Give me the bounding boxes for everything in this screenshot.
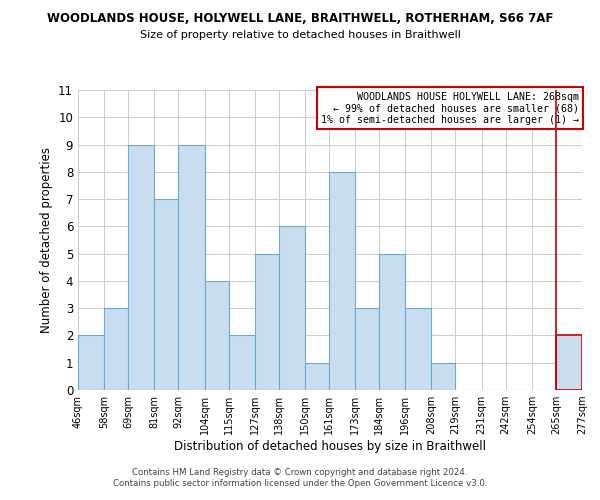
Text: WOODLANDS HOUSE, HOLYWELL LANE, BRAITHWELL, ROTHERHAM, S66 7AF: WOODLANDS HOUSE, HOLYWELL LANE, BRAITHWE…: [47, 12, 553, 26]
Bar: [556, 336, 582, 390]
Text: Size of property relative to detached houses in Braithwell: Size of property relative to detached ho…: [140, 30, 460, 40]
Bar: [229, 336, 255, 390]
Bar: [205, 281, 229, 390]
Bar: [305, 362, 329, 390]
Bar: [78, 336, 104, 390]
Bar: [355, 308, 379, 390]
X-axis label: Distribution of detached houses by size in Braithwell: Distribution of detached houses by size …: [174, 440, 486, 453]
Bar: [128, 144, 154, 390]
Bar: [154, 199, 178, 390]
Bar: [431, 362, 455, 390]
Bar: [405, 308, 431, 390]
Bar: [255, 254, 279, 390]
Bar: [279, 226, 305, 390]
Text: WOODLANDS HOUSE HOLYWELL LANE: 268sqm
← 99% of detached houses are smaller (68)
: WOODLANDS HOUSE HOLYWELL LANE: 268sqm ← …: [322, 92, 580, 124]
Text: Contains HM Land Registry data © Crown copyright and database right 2024.
Contai: Contains HM Land Registry data © Crown c…: [113, 468, 487, 487]
Bar: [104, 308, 128, 390]
Bar: [178, 144, 205, 390]
Bar: [329, 172, 355, 390]
Bar: [379, 254, 405, 390]
Y-axis label: Number of detached properties: Number of detached properties: [40, 147, 53, 333]
